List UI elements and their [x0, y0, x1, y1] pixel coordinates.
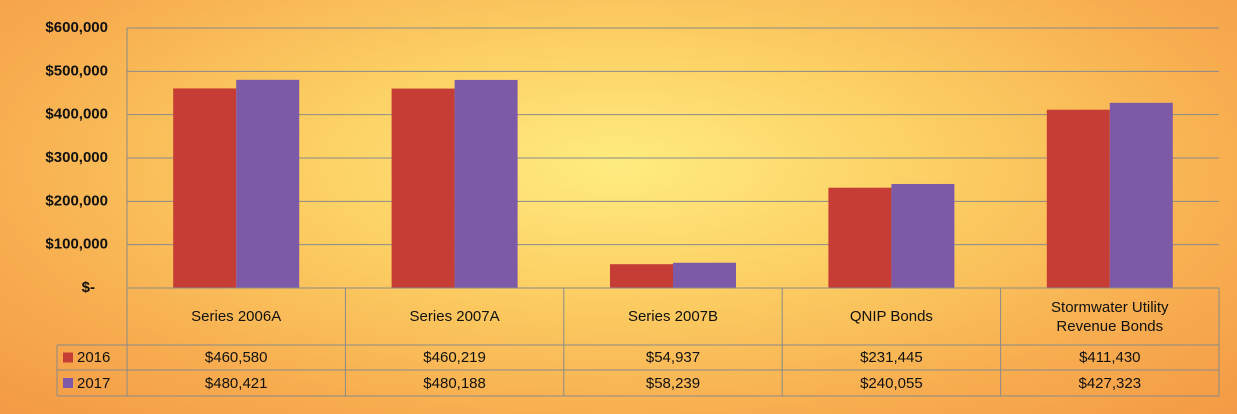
table-value: $460,580	[204, 349, 268, 366]
y-tick-label: $500,000	[45, 62, 108, 79]
category-label: Series 2007A	[409, 308, 500, 325]
bar	[236, 79, 300, 288]
y-tick-label: $100,000	[45, 236, 108, 253]
bar	[673, 262, 736, 288]
bar	[454, 79, 518, 288]
legend-key	[63, 352, 73, 363]
y-tick-label: $300,000	[45, 149, 108, 166]
bar	[391, 88, 455, 288]
category-label: Series 2006A	[191, 308, 282, 325]
table-value: $58,239	[645, 374, 701, 392]
category-label: QNIP Bonds	[849, 308, 933, 325]
table-value: $480,188	[423, 374, 486, 392]
bar	[610, 264, 673, 288]
table-value: $240,055	[860, 374, 923, 392]
y-tick-label: $200,000	[45, 192, 108, 209]
bar	[1109, 102, 1173, 289]
legend-label: 2017	[77, 374, 111, 392]
y-tick-label: $600,000	[45, 19, 108, 36]
table-value: $480,421	[204, 374, 268, 392]
table-value: $427,323	[1078, 374, 1142, 392]
table-value: $460,219	[423, 349, 486, 366]
legend-label: 2016	[77, 349, 111, 366]
table-value: $231,445	[860, 349, 923, 366]
bar	[1046, 109, 1110, 288]
table-value: $54,937	[645, 349, 701, 366]
bar	[173, 88, 237, 288]
category-label: Stormwater Utility Revenue Bonds	[1051, 298, 1169, 335]
bar	[828, 187, 892, 288]
table-value: $411,430	[1079, 349, 1141, 366]
legend-key	[63, 378, 73, 388]
category-label: Series 2007B	[627, 308, 719, 325]
y-tick-label: $400,000	[45, 106, 108, 123]
y-tick-label: $-	[82, 279, 95, 296]
bar	[891, 183, 955, 288]
